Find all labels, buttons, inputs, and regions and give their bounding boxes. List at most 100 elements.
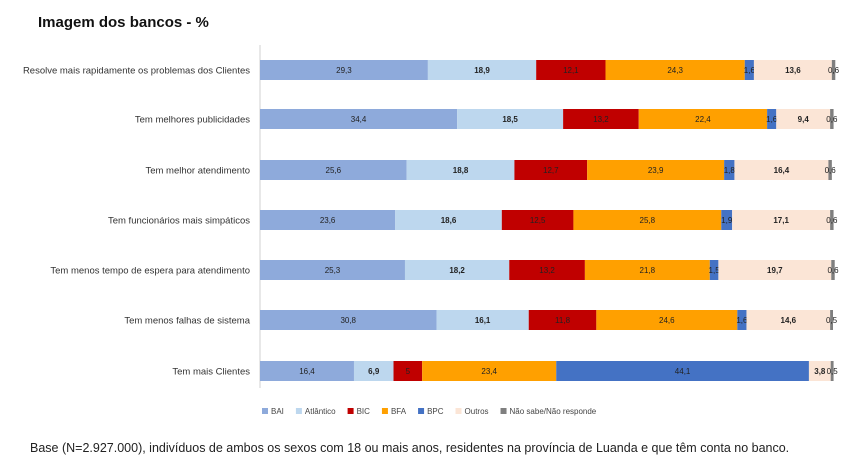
bar-segment — [528, 310, 597, 330]
bar-segment — [808, 361, 831, 381]
data-label: 18,5 — [502, 115, 518, 124]
bar-segment — [638, 109, 768, 129]
data-label: 23,4 — [481, 367, 497, 376]
data-label: 21,8 — [640, 266, 656, 275]
data-label: 6,9 — [368, 367, 380, 376]
chart-title: Imagem dos bancos - % — [38, 14, 209, 31]
legend-label: BIC — [357, 407, 371, 416]
data-label: 12,7 — [543, 166, 559, 175]
bar-segment — [573, 210, 722, 230]
data-label: 0,5 — [827, 367, 839, 376]
legend-swatch — [418, 408, 425, 414]
data-label: 17,1 — [773, 216, 789, 225]
data-label: 0,6 — [826, 216, 838, 225]
legend-label: Não sabe/Não responde — [510, 407, 597, 416]
data-label: 0,5 — [826, 316, 838, 325]
bar-segment — [260, 210, 396, 230]
data-label: 13,2 — [593, 115, 609, 124]
data-label: 5 — [406, 367, 411, 376]
bar-segment — [404, 260, 510, 280]
bar-segment — [718, 260, 832, 280]
bar-segment — [563, 109, 639, 129]
data-label: 25,3 — [325, 266, 341, 275]
legend-label: Atlântico — [305, 407, 336, 416]
data-label: 24,6 — [659, 316, 675, 325]
data-label: 16,4 — [774, 166, 790, 175]
data-label: 0,6 — [825, 166, 837, 175]
data-label: 0,6 — [826, 115, 838, 124]
data-label: 14,6 — [781, 316, 797, 325]
bar-segment — [422, 361, 557, 381]
bar-segment — [734, 160, 829, 180]
data-label: 23,6 — [320, 216, 336, 225]
bar-segment — [605, 60, 745, 80]
category-label: Tem melhor atendimento — [145, 166, 250, 177]
bar-segment — [556, 361, 809, 381]
legend-label: BFA — [391, 407, 407, 416]
data-label: 0,6 — [828, 66, 840, 75]
bar-segment — [776, 109, 831, 129]
bar-segment — [767, 109, 777, 129]
bar-segment — [830, 310, 833, 330]
stacked-bar-chart: Resolve mais rapidamente os problemas do… — [23, 45, 840, 416]
data-label: 44,1 — [675, 367, 691, 376]
legend-swatch — [262, 408, 268, 414]
legend-label: BAI — [271, 407, 284, 416]
bar-segment — [501, 210, 574, 230]
bar-segment — [830, 210, 834, 230]
data-label: 12,1 — [563, 66, 579, 75]
data-label: 16,1 — [475, 316, 491, 325]
legend-label: Outros — [465, 407, 489, 416]
data-label: 18,9 — [474, 66, 490, 75]
bar-segment — [746, 310, 831, 330]
data-label: 1,6 — [736, 316, 748, 325]
data-label: 9,4 — [798, 115, 810, 124]
bar-segment — [831, 60, 836, 80]
category-label: Tem melhores publicidades — [135, 115, 250, 126]
legend-swatch — [455, 408, 462, 414]
category-label: Tem funcionários mais simpáticos — [108, 216, 250, 227]
bar-segment — [260, 60, 428, 80]
bar-segment — [587, 160, 725, 180]
bar-segment — [260, 160, 407, 180]
category-label: Resolve mais rapidamente os problemas do… — [23, 66, 250, 77]
bar-segment — [830, 361, 834, 381]
data-label: 23,9 — [648, 166, 664, 175]
legend-swatch — [347, 408, 354, 414]
bar-segment — [596, 310, 738, 330]
legend-label: BPC — [427, 407, 444, 416]
data-label: 1,8 — [724, 166, 736, 175]
bar-segment — [753, 60, 832, 80]
data-label: 22,4 — [695, 115, 711, 124]
data-label: 0,6 — [827, 266, 839, 275]
data-label: 25,8 — [640, 216, 656, 225]
data-label: 1,6 — [766, 115, 778, 124]
bar-segment — [744, 60, 754, 80]
bar-segment — [260, 109, 458, 129]
bar-segment — [830, 109, 834, 129]
data-label: 19,7 — [767, 266, 783, 275]
bar-segment — [831, 260, 835, 280]
bar-segment — [737, 310, 747, 330]
bar-segment — [260, 361, 354, 381]
bar-segment — [584, 260, 710, 280]
data-label: 30,8 — [340, 316, 356, 325]
data-label: 12,5 — [530, 216, 546, 225]
bar-segment — [436, 310, 529, 330]
bar-segment — [427, 60, 537, 80]
bar-segment — [514, 160, 588, 180]
data-label: 25,6 — [326, 166, 342, 175]
bar-segment — [724, 160, 735, 180]
bar-segment — [457, 109, 564, 129]
data-label: 18,2 — [449, 266, 465, 275]
bar-segment — [406, 160, 515, 180]
category-label: Tem menos falhas de sistema — [124, 316, 250, 327]
bar-segment — [721, 210, 733, 230]
bar-segment — [709, 260, 719, 280]
bar-segment — [353, 361, 394, 381]
data-label: 11,8 — [555, 316, 571, 325]
bar-segment — [732, 210, 831, 230]
data-label: 16,4 — [299, 367, 315, 376]
chart-footnote: Base (N=2.927.000), indivíduos de ambos … — [30, 441, 790, 455]
data-label: 18,8 — [453, 166, 469, 175]
